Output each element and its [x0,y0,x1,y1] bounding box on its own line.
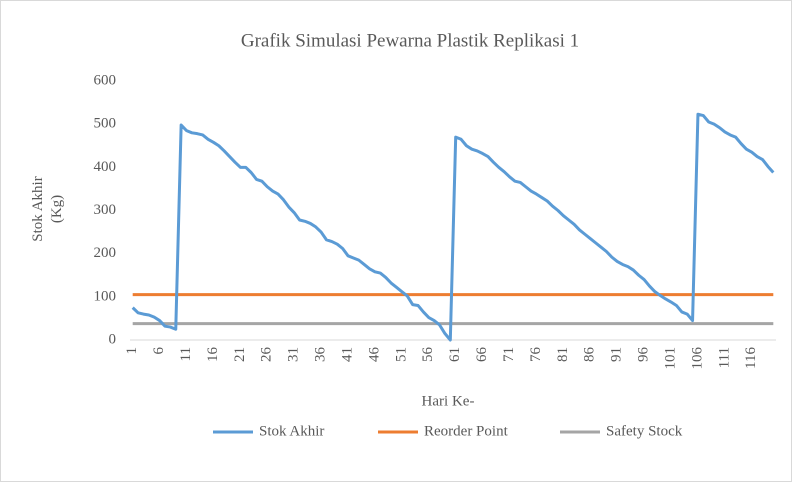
x-tick-label: 116 [743,347,759,369]
x-tick-label: 101 [662,347,678,370]
x-tick-label: 91 [609,347,625,362]
x-tick-label: 46 [366,347,382,363]
x-tick-label: 6 [151,347,167,355]
x-tick-label: 61 [447,347,463,362]
x-tick-label: 41 [339,347,355,362]
y-tick-label: 600 [94,72,117,88]
x-tick-label: 66 [474,347,490,363]
y-tick-label: 0 [109,331,117,347]
y-tick-label: 100 [94,288,117,304]
x-tick-label: 96 [636,347,652,363]
x-tick-label: 106 [689,347,705,370]
x-tick-label: 86 [582,347,598,363]
x-tick-label: 1 [124,347,140,355]
x-tick-label: 111 [716,347,732,368]
x-tick-label: 11 [178,347,194,361]
x-tick-label: 31 [286,347,302,362]
y-tick-label: 400 [94,159,117,175]
x-tick-label: 26 [259,347,275,363]
x-tick-label: 16 [205,347,221,363]
x-tick-label: 76 [528,347,544,363]
y-axis-label: Stok Akhir (Kg) [30,176,65,242]
x-tick-label: 21 [232,347,248,362]
x-tick-label: 81 [555,347,571,362]
x-tick-label: 51 [393,347,409,362]
chart-title: Grafik Simulasi Pewarna Plastik Replikas… [241,30,579,51]
y-tick-label: 300 [94,202,117,218]
x-tick-label: 71 [501,347,517,362]
x-tick-label: 36 [313,347,329,363]
x-axis-label: Hari Ke- [422,393,475,409]
data-line [131,112,775,342]
legend-label: Stok Akhir [259,423,324,439]
x-tick-label: 56 [420,347,436,363]
y-tick-label: 200 [94,245,117,261]
legend-label: Reorder Point [424,423,509,439]
legend-label: Safety Stock [606,423,683,439]
y-tick-label: 500 [94,116,117,132]
